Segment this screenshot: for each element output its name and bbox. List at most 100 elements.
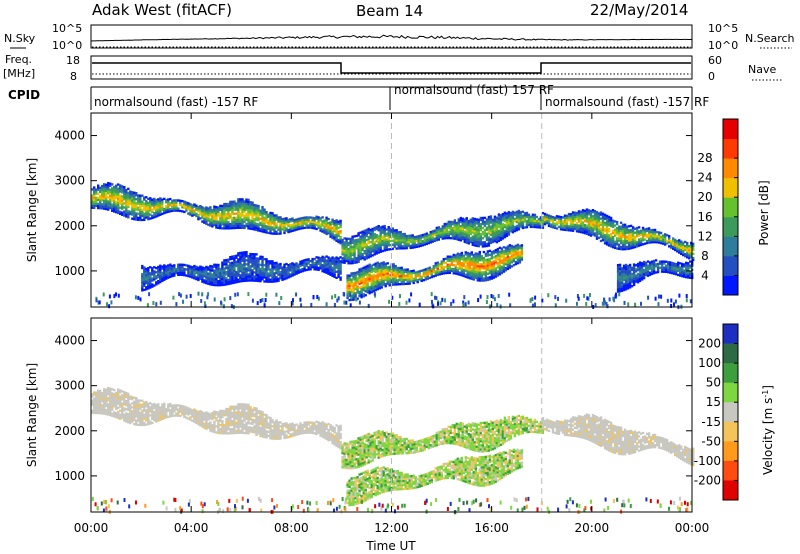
heatmap-cell	[103, 201, 106, 204]
heatmap-cell	[688, 249, 691, 252]
heatmap-cell	[632, 265, 636, 268]
heatmap-cell	[303, 222, 306, 225]
heatmap-cell	[577, 220, 581, 223]
heatmap-cell	[231, 271, 234, 275]
colorbar-tick-label: 12	[697, 229, 712, 243]
heatmap-cell	[353, 259, 356, 262]
heatmap-cell	[159, 199, 162, 202]
heatmap-cell	[177, 267, 180, 270]
colorbar-cell	[723, 119, 738, 140]
heatmap-cell	[472, 253, 475, 257]
heatmap-cell	[341, 253, 344, 256]
heatmap-cell	[490, 269, 494, 272]
heatmap-cell	[460, 255, 463, 259]
heatmap-cell	[221, 265, 224, 268]
heatmap-cell	[249, 221, 252, 224]
heatmap-cell	[99, 188, 102, 192]
heatmap-cell	[652, 259, 656, 263]
heatmap-cell	[440, 262, 443, 265]
heatmap-cell	[149, 201, 152, 204]
heatmap-cell	[153, 201, 156, 205]
heatmap-cell	[537, 222, 541, 225]
heatmap-cell	[434, 295, 436, 300]
heatmap-cell	[365, 253, 368, 256]
heatmap-cell	[585, 214, 589, 217]
heatmap-cell	[453, 235, 456, 238]
heatmap-cell	[543, 212, 547, 216]
heatmap-cell	[247, 265, 250, 268]
heatmap-cell	[447, 234, 450, 238]
heatmap-cell	[371, 237, 374, 241]
heatmap-cell	[364, 273, 367, 277]
heatmap-cell	[405, 238, 408, 242]
heatmap-cell	[277, 263, 280, 266]
heatmap-cell	[499, 228, 503, 231]
heatmap-cell	[335, 258, 338, 261]
heatmap-cell	[271, 226, 274, 229]
heatmap-cell	[363, 233, 366, 237]
heatmap-cell	[189, 275, 192, 278]
heatmap-cell	[474, 264, 477, 267]
heatmap-cell	[605, 229, 609, 232]
heatmap-cell	[631, 244, 635, 247]
heatmap-cell	[474, 266, 477, 269]
heatmap-cell	[364, 277, 367, 281]
nsky-label: N.Sky	[4, 32, 36, 45]
heatmap-cell	[205, 218, 208, 221]
heatmap-cell	[205, 206, 208, 209]
heatmap-cell	[486, 258, 490, 261]
heatmap-cell	[519, 219, 523, 222]
heatmap-cell	[683, 275, 686, 278]
heatmap-cell	[377, 235, 380, 238]
heatmap-cell	[187, 208, 190, 211]
heatmap-cell	[297, 271, 300, 274]
heatmap-cell	[429, 237, 432, 240]
heatmap-cell	[125, 207, 128, 210]
heatmap-cell	[609, 233, 613, 236]
heatmap-cell	[467, 238, 470, 241]
heatmap-cell	[464, 253, 467, 256]
heatmap-cell	[496, 270, 500, 273]
heatmap-cell	[462, 262, 465, 266]
heatmap-cell	[515, 216, 519, 220]
heatmap-cell	[673, 268, 676, 271]
heatmap-cell	[468, 262, 471, 266]
heatmap-cell	[113, 294, 116, 299]
heatmap-cell	[365, 245, 368, 248]
heatmap-cell	[337, 265, 340, 268]
heatmap-cell	[461, 231, 464, 235]
heatmap-cell	[247, 227, 250, 230]
heatmap-cell	[261, 298, 264, 302]
heatmap-cell	[605, 231, 609, 234]
heatmap-cell	[561, 216, 565, 219]
heatmap-cell	[670, 244, 673, 247]
heatmap-cell	[616, 284, 620, 287]
heatmap-cell	[599, 221, 603, 224]
heatmap-cell	[389, 239, 392, 243]
heatmap-cell	[667, 269, 670, 272]
heatmap-cell	[235, 204, 238, 207]
heatmap-cell	[577, 214, 581, 217]
heatmap-cell	[593, 232, 597, 235]
heatmap-cell	[347, 254, 350, 257]
heatmap-cell	[147, 273, 150, 276]
heatmap-cell	[431, 230, 434, 233]
heatmap-cell	[523, 214, 527, 217]
heatmap-cell	[555, 215, 559, 218]
heatmap-cell	[239, 253, 242, 257]
heatmap-cell	[103, 207, 106, 210]
heatmap-cell	[215, 267, 218, 271]
heatmap-cell	[640, 268, 644, 271]
heatmap-cell	[167, 270, 170, 273]
heatmap-cell	[207, 268, 210, 271]
heatmap-cell	[155, 203, 158, 206]
heatmap-cell	[367, 235, 370, 239]
heatmap-cell	[149, 207, 152, 210]
heatmap-cell	[418, 270, 421, 273]
heatmap-cell	[149, 205, 152, 208]
heatmap-cell	[460, 257, 463, 261]
heatmap-cell	[497, 233, 501, 237]
heatmap-cell	[489, 217, 493, 220]
heatmap-cell	[115, 190, 118, 194]
heatmap-cell	[323, 270, 326, 274]
